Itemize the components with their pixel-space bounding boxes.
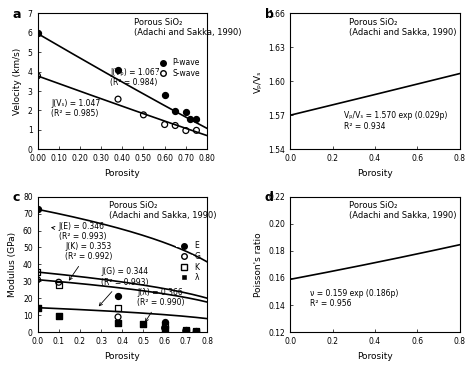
Point — [34, 305, 41, 311]
X-axis label: Porosity: Porosity — [357, 169, 393, 177]
Text: d: d — [264, 191, 273, 204]
Point — [192, 328, 200, 334]
Point — [34, 73, 41, 79]
Point — [114, 67, 122, 73]
Point — [192, 329, 200, 335]
Point — [114, 320, 122, 326]
Y-axis label: Vₚ/Vₛ: Vₚ/Vₛ — [254, 70, 263, 93]
Text: J(K) = 0.353
(R² = 0.992): J(K) = 0.353 (R² = 0.992) — [65, 242, 112, 280]
Point — [55, 279, 63, 285]
Point — [172, 123, 179, 128]
Text: Porous SiO₂
(Adachi and Sakka, 1990): Porous SiO₂ (Adachi and Sakka, 1990) — [349, 201, 457, 220]
Point — [192, 127, 200, 133]
Point — [161, 121, 168, 127]
Y-axis label: Poisson's ratio: Poisson's ratio — [254, 232, 263, 297]
Point — [34, 31, 41, 37]
Point — [140, 321, 147, 327]
Point — [182, 128, 190, 134]
Text: Porous SiO₂
(Adachi and Sakka, 1990): Porous SiO₂ (Adachi and Sakka, 1990) — [109, 201, 216, 220]
Text: ν = 0.159 exp (0.186p)
R² = 0.956: ν = 0.159 exp (0.186p) R² = 0.956 — [310, 289, 399, 308]
Point — [140, 112, 147, 118]
Point — [182, 327, 190, 333]
Point — [55, 282, 63, 288]
Text: b: b — [264, 8, 273, 21]
Point — [186, 116, 194, 122]
Point — [192, 329, 200, 335]
Text: Vₚ/Vₛ = 1.570 exp (0.029p)
R² = 0.934: Vₚ/Vₛ = 1.570 exp (0.029p) R² = 0.934 — [345, 111, 448, 131]
Point — [34, 269, 41, 275]
Text: Porous SiO₂
(Adachi and Sakka, 1990): Porous SiO₂ (Adachi and Sakka, 1990) — [134, 18, 242, 37]
Text: J(λ) = 0.366
(R² = 0.990): J(λ) = 0.366 (R² = 0.990) — [137, 288, 184, 321]
Point — [172, 108, 179, 114]
Point — [161, 325, 168, 331]
Legend: E, G, K, λ: E, G, K, λ — [173, 238, 203, 285]
Point — [34, 206, 41, 212]
Point — [114, 305, 122, 311]
Text: Porous SiO₂
(Adachi and Sakka, 1990): Porous SiO₂ (Adachi and Sakka, 1990) — [349, 18, 457, 37]
Point — [182, 328, 190, 334]
Point — [182, 327, 190, 333]
X-axis label: Porosity: Porosity — [104, 352, 140, 361]
Y-axis label: Modulus (GPa): Modulus (GPa) — [9, 232, 18, 297]
Point — [114, 96, 122, 102]
Point — [192, 328, 200, 334]
Point — [34, 277, 41, 283]
Text: J(E) = 0.346
(R² = 0.993): J(E) = 0.346 (R² = 0.993) — [52, 222, 106, 241]
X-axis label: Porosity: Porosity — [104, 169, 140, 177]
Text: J(Vₚ) = 1.067
(R² = 0.984): J(Vₚ) = 1.067 (R² = 0.984) — [110, 68, 160, 87]
Text: J(G) = 0.344
(R² = 0.993): J(G) = 0.344 (R² = 0.993) — [100, 268, 148, 306]
Point — [55, 313, 63, 319]
Point — [161, 319, 168, 325]
Legend: P-wave, S-wave: P-wave, S-wave — [152, 55, 203, 81]
Point — [161, 322, 168, 328]
Y-axis label: Velocity (km/s): Velocity (km/s) — [13, 48, 22, 115]
Point — [192, 116, 200, 122]
Point — [161, 326, 168, 332]
Point — [182, 328, 190, 334]
Text: c: c — [12, 191, 19, 204]
Text: a: a — [12, 8, 20, 21]
Text: J(Vₛ) = 1.047
(R² = 0.985): J(Vₛ) = 1.047 (R² = 0.985) — [51, 99, 100, 118]
Point — [114, 314, 122, 320]
Point — [114, 293, 122, 299]
Point — [182, 109, 190, 115]
Point — [161, 92, 168, 98]
X-axis label: Porosity: Porosity — [357, 352, 393, 361]
